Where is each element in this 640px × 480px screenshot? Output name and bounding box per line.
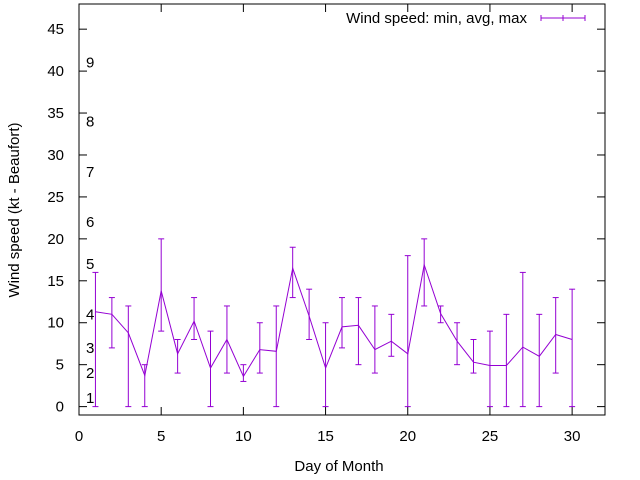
y-tick-label: 25: [47, 189, 64, 206]
beaufort-scale-labels: 1 2 3 4 5 6 7 8 9: [86, 55, 94, 408]
beaufort-label: 6: [86, 214, 94, 231]
x-tick-label: 30: [564, 428, 581, 445]
y-axis-title: Wind speed (kt - Beaufort): [6, 122, 23, 297]
beaufort-label: 2: [86, 365, 94, 382]
y-tick-label: 35: [47, 105, 64, 122]
x-tick-label: 20: [399, 428, 416, 445]
y-tick-label: 5: [56, 357, 64, 374]
x-axis-title: Day of Month: [294, 458, 383, 475]
x-tick-label: 0: [75, 428, 83, 445]
beaufort-label: 5: [86, 256, 94, 273]
legend-label: Wind speed: min, avg, max: [346, 10, 527, 27]
y-tick-label: 30: [47, 147, 64, 164]
y-tick-label: 0: [56, 399, 64, 416]
y-tick-label: 15: [47, 273, 64, 290]
y-tick-label: 20: [47, 231, 64, 248]
error-bars: [92, 238, 576, 408]
beaufort-label: 9: [86, 55, 94, 72]
beaufort-label: 1: [86, 390, 94, 407]
y-tick-label: 10: [47, 315, 64, 332]
beaufort-label: 8: [86, 113, 94, 130]
legend-sample: [540, 15, 586, 21]
beaufort-label: 7: [86, 164, 94, 181]
y-tick-label: 40: [47, 63, 64, 80]
x-tick-label: 15: [317, 428, 334, 445]
legend: Wind speed: min, avg, max: [346, 10, 586, 27]
x-tick-label: 5: [157, 428, 165, 445]
plot-frame: [78, 3, 606, 416]
beaufort-label: 4: [86, 306, 94, 323]
x-tick-label: 25: [482, 428, 499, 445]
beaufort-label: 3: [86, 340, 94, 357]
y-tick-label: 45: [47, 21, 64, 38]
x-axis-ticks: 0 5 10 15 20 25 30: [75, 4, 581, 445]
avg-series-line: [95, 262, 573, 378]
x-tick-label: 10: [235, 428, 252, 445]
